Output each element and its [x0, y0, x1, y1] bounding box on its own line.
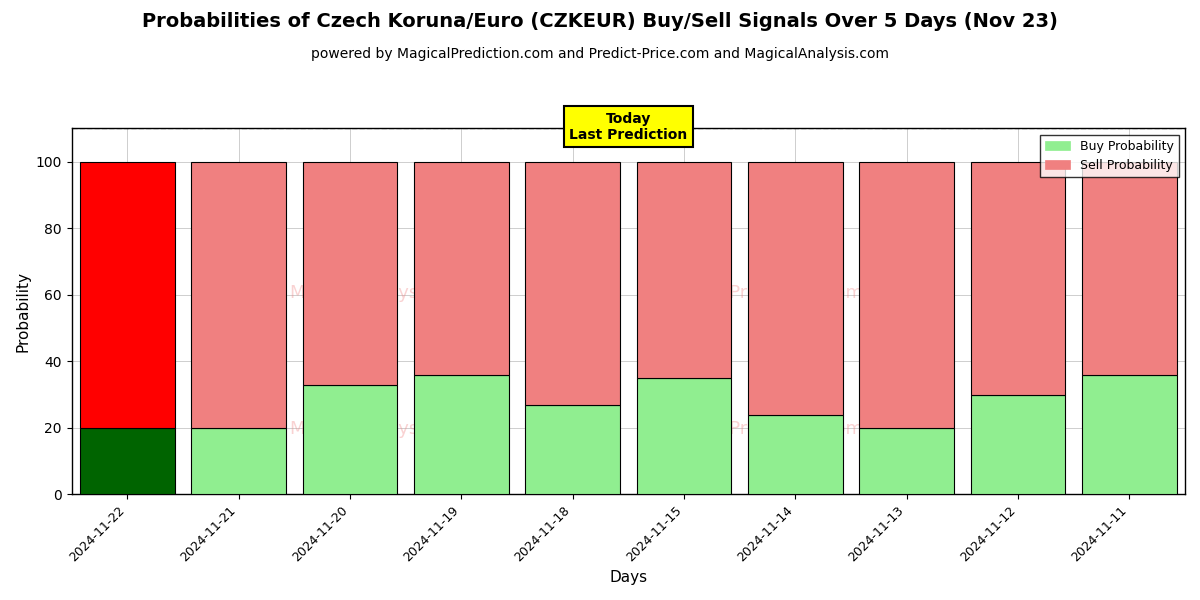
Bar	[414, 374, 509, 494]
Bar	[191, 161, 286, 428]
Bar	[859, 428, 954, 494]
Legend: Buy Probability, Sell Probability: Buy Probability, Sell Probability	[1040, 134, 1178, 177]
Bar	[414, 161, 509, 374]
Bar	[1082, 161, 1177, 374]
Bar	[971, 161, 1066, 395]
Bar	[302, 161, 397, 385]
Bar	[526, 161, 620, 404]
Bar	[637, 378, 731, 494]
Bar	[748, 415, 842, 494]
Bar	[971, 395, 1066, 494]
Text: powered by MagicalPrediction.com and Predict-Price.com and MagicalAnalysis.com: powered by MagicalPrediction.com and Pre…	[311, 47, 889, 61]
Text: MagicalPrediction.com: MagicalPrediction.com	[660, 419, 864, 437]
Bar	[637, 161, 731, 378]
Bar	[1082, 374, 1177, 494]
Text: MagicalPrediction.com: MagicalPrediction.com	[660, 284, 864, 302]
Bar	[191, 428, 286, 494]
Text: MagicalAnalysis.com: MagicalAnalysis.com	[289, 284, 478, 302]
Text: Probabilities of Czech Koruna/Euro (CZKEUR) Buy/Sell Signals Over 5 Days (Nov 23: Probabilities of Czech Koruna/Euro (CZKE…	[142, 12, 1058, 31]
Text: MagicalAnalysis.com: MagicalAnalysis.com	[289, 419, 478, 437]
Bar	[859, 161, 954, 428]
Y-axis label: Probability: Probability	[16, 271, 30, 352]
Bar	[748, 161, 842, 415]
Bar	[526, 404, 620, 494]
X-axis label: Days: Days	[610, 570, 647, 585]
Bar	[80, 161, 175, 428]
Bar	[302, 385, 397, 494]
Text: Today
Last Prediction: Today Last Prediction	[569, 112, 688, 142]
Bar	[80, 428, 175, 494]
